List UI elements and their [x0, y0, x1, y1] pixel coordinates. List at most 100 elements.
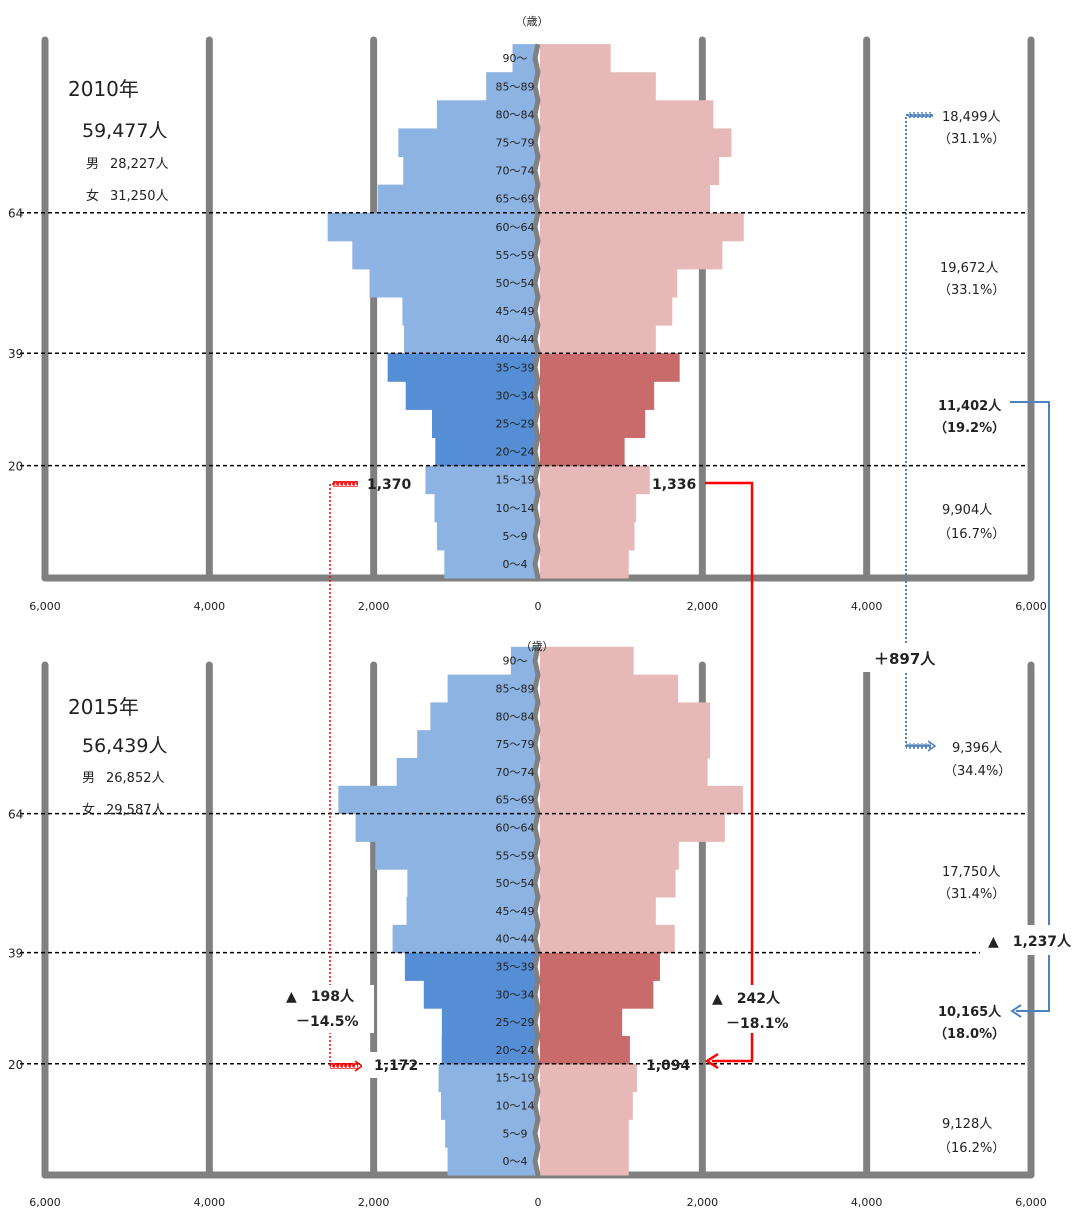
age-label-10: 50〜54 — [496, 877, 535, 890]
bar-male-15 — [398, 128, 536, 157]
bar-female-10 — [540, 268, 678, 298]
bar-female-11 — [540, 240, 723, 270]
bar-male-1 — [445, 1119, 536, 1148]
bar-male-12 — [327, 212, 536, 242]
callout-male-2010-marker — [333, 481, 358, 487]
callout-male-2015-box — [362, 1052, 380, 1078]
band-elderly-2015: 9,396人 — [952, 741, 1002, 756]
elderly-2015-marker — [906, 743, 931, 749]
age-label-11: 55〜59 — [496, 249, 535, 262]
bar-female-6 — [540, 381, 655, 410]
age-label-15: 75〜79 — [496, 738, 535, 751]
bar-female-1 — [540, 1119, 629, 1148]
bar-female-6 — [540, 980, 654, 1009]
bar-male-6 — [423, 980, 536, 1009]
bar-female-17 — [540, 674, 679, 703]
bar-female-2 — [540, 1091, 633, 1120]
bar-female-16 — [540, 702, 711, 731]
age-label-13: 65〜69 — [496, 794, 535, 807]
total-2010: 59,477人 — [82, 120, 167, 142]
male-cohort-change: ▲ 198人 — [286, 988, 355, 1005]
bar-female-3 — [540, 465, 650, 495]
age-label-7: 35〜39 — [496, 961, 535, 974]
bar-male-14 — [403, 156, 536, 186]
male-total-2010: 28,227人 — [110, 157, 169, 172]
bar-female-17 — [540, 72, 656, 101]
age-label-14: 70〜74 — [496, 766, 535, 779]
total-2015: 56,439人 — [82, 735, 167, 757]
year-label-2010: 2010年 — [68, 77, 139, 101]
bar-male-8 — [404, 325, 536, 354]
age-label-3: 15〜19 — [496, 1072, 535, 1085]
x-tick-6: 6,000 — [1015, 1196, 1047, 1209]
bar-female-18 — [540, 44, 611, 73]
age-label-8: 40〜44 — [496, 933, 535, 946]
bar-female-2 — [540, 493, 637, 523]
female-cohort-change: ▲ 242人 — [712, 990, 781, 1007]
age-boundary-label-39: 39 — [8, 947, 23, 961]
unit-label-2015: （歳） — [521, 640, 554, 653]
bar-male-13 — [377, 184, 536, 214]
elderly-arrowhead — [927, 740, 937, 752]
age-boundary-label-39: 39 — [8, 347, 23, 361]
x-tick-2: 2,000 — [358, 1196, 390, 1209]
band-40-64-2015: 17,750人 — [942, 865, 1001, 880]
age-label-12: 60〜64 — [496, 221, 535, 234]
age-label-16: 80〜84 — [496, 108, 535, 121]
female-prefix-2010: 女 — [86, 188, 99, 204]
female-total-2015: 29,587人 — [106, 803, 165, 818]
bar-male-9 — [406, 897, 536, 926]
bar-male-0 — [444, 549, 536, 579]
callout-female-2010: 1,336 — [652, 477, 696, 493]
age-boundary-label-20: 20 — [8, 1058, 23, 1072]
x-tick-1: 4,000 — [194, 1196, 226, 1209]
bar-male-10 — [369, 268, 536, 298]
female-cohort-connector — [705, 481, 754, 1063]
bar-female-16 — [540, 100, 714, 129]
age-label-11: 55〜59 — [496, 849, 535, 862]
x-tick-6: 6,000 — [1015, 600, 1047, 613]
center-spine — [532, 646, 541, 1176]
male-cohort-connector — [329, 483, 358, 1067]
band-40-64-pct-2015: （31.4%） — [938, 887, 1005, 902]
x-tick-5: 4,000 — [851, 1196, 883, 1209]
x-tick-3: 0 — [535, 1196, 542, 1209]
bar-male-7 — [404, 952, 536, 981]
x-tick-2: 2,000 — [358, 600, 390, 613]
young-adult-connector — [1010, 401, 1050, 1012]
bar-male-4 — [435, 437, 536, 467]
bar-female-9 — [540, 297, 673, 326]
bar-male-4 — [441, 1036, 536, 1065]
male-cohort-change-pct: －14.5% — [296, 1014, 359, 1030]
callout-male-2015: 1,172 — [374, 1058, 418, 1074]
bar-male-16 — [436, 100, 536, 129]
bar-female-12 — [540, 212, 744, 242]
band-40-64-pct-2010: （33.1%） — [938, 283, 1005, 298]
bar-male-18 — [512, 44, 536, 73]
age-label-8: 40〜44 — [496, 333, 535, 346]
pyramid-2015: 0〜4 5〜9 10〜14 15〜19 20〜24 25〜29 30〜34 35〜39 40〜4… — [8, 646, 1047, 1209]
male-total-2015: 26,852人 — [106, 771, 165, 786]
age-label-4: 20〜24 — [496, 446, 535, 459]
female-total-2010: 31,250人 — [110, 189, 169, 204]
age-label-7: 35〜39 — [496, 361, 535, 374]
age-label-1: 5〜9 — [503, 1127, 528, 1140]
bar-male-11 — [375, 841, 536, 870]
band-0-19-pct-2015: （16.2%） — [938, 1141, 1005, 1156]
age-label-2: 10〜14 — [496, 1100, 535, 1113]
male-change-box — [282, 985, 374, 1033]
age-label-5: 25〜29 — [496, 417, 535, 430]
bar-male-8 — [392, 924, 536, 954]
age-label-0: 0〜4 — [503, 558, 528, 571]
bar-female-0 — [540, 1147, 629, 1176]
bar-female-4 — [540, 1036, 630, 1065]
callout-female-2015: 1,094 — [646, 1058, 691, 1074]
bar-female-15 — [540, 128, 732, 157]
bar-female-9 — [540, 897, 656, 926]
bar-male-12 — [355, 813, 536, 842]
bar-male-13 — [338, 785, 536, 815]
year-label-2015: 2015年 — [68, 695, 139, 719]
age-label-3: 15〜19 — [496, 474, 535, 487]
young-adult-arrowhead — [1010, 1004, 1022, 1018]
female-prefix-2015: 女 — [82, 802, 95, 818]
